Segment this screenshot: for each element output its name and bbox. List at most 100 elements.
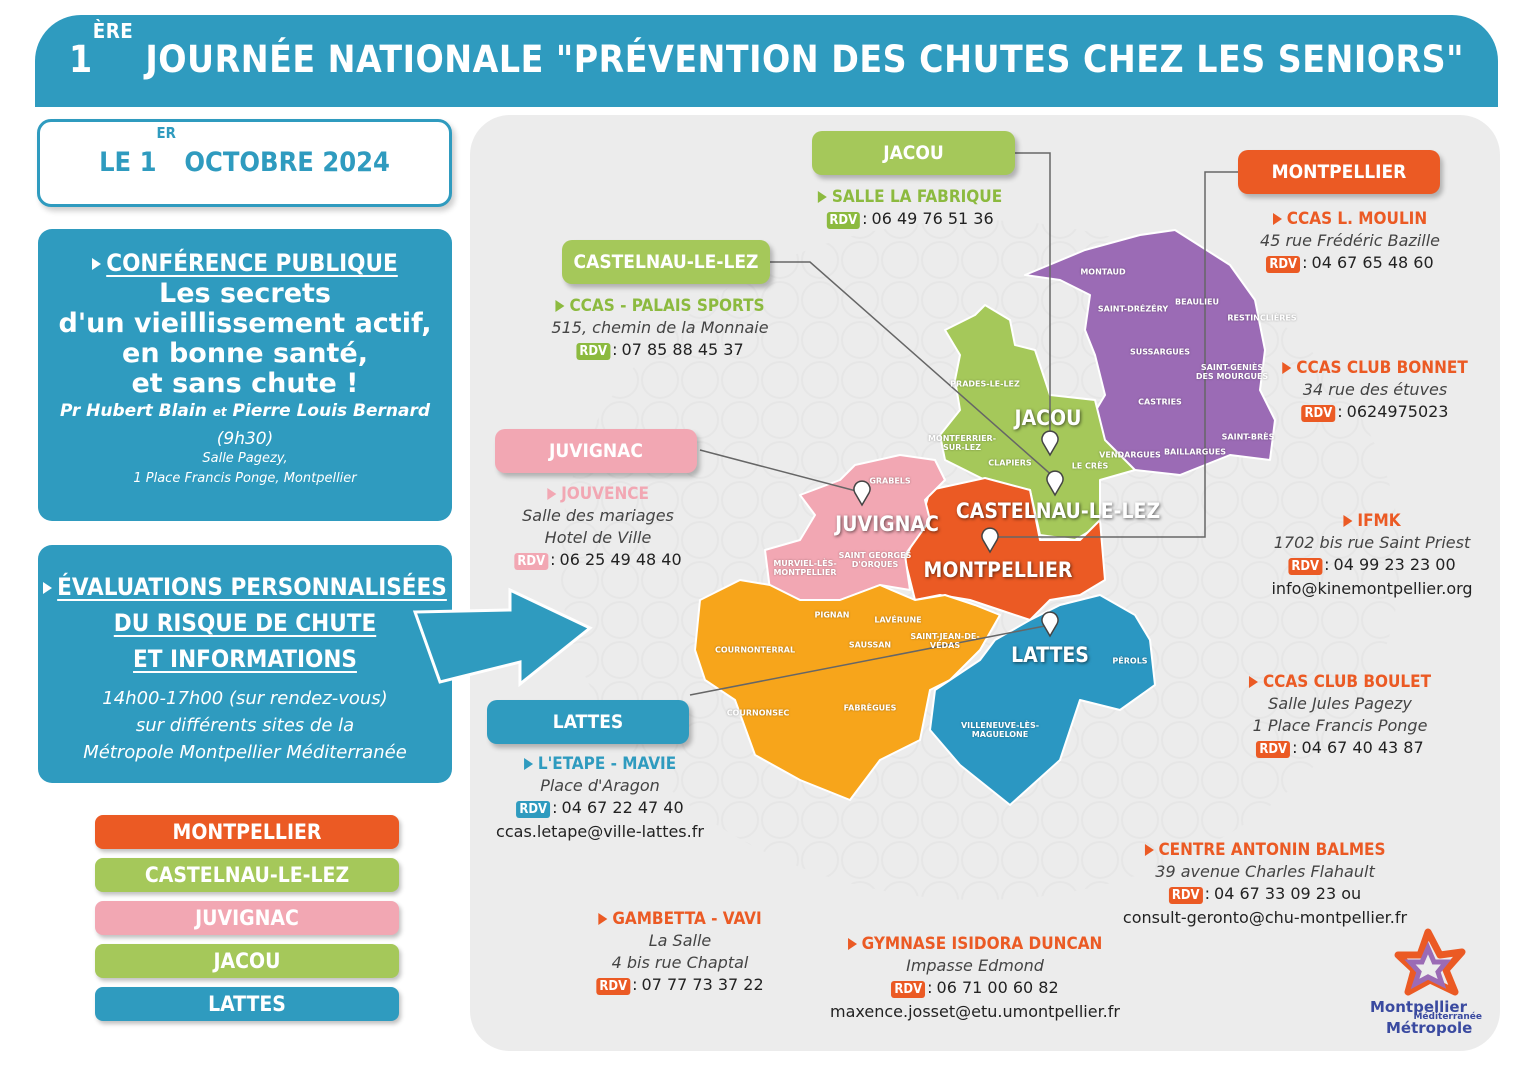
- site-name: IFMK: [1271, 510, 1472, 532]
- commune-label: COURNONSEC: [726, 708, 790, 718]
- commune-label: CASTRIES: [1138, 397, 1182, 407]
- commune-label: SAINT-GENIÈS DES MOURGUES: [1195, 363, 1269, 381]
- site: JOUVENCE Salle des mariages Hotel de Ville…: [514, 483, 682, 573]
- phone: 04 67 33 09 23 ou: [1214, 884, 1362, 903]
- legend-item: CASTELNAU-LE-LEZ: [95, 858, 399, 892]
- place-line: 1 Place Francis Ponge, Montpellier: [133, 471, 357, 486]
- site-name-text: CCAS CLUB BONNET: [1296, 358, 1468, 378]
- rdv-separator: :: [612, 340, 618, 359]
- logo-text: Montpellier: [1370, 998, 1467, 1016]
- marker: [817, 191, 827, 203]
- city-box: LATTES: [487, 700, 689, 744]
- site-name-text: IFMK: [1357, 511, 1401, 531]
- details-line: 14h00-17h00 (sur rendez-vous): [102, 688, 388, 709]
- place: Salle Pagezy, 1 Place Francis Ponge, Mont…: [38, 449, 452, 489]
- commune-label: MURVIEL-LÈS-MONTPELLIER: [773, 559, 837, 577]
- commune-label: VENDARGUES: [1099, 450, 1161, 460]
- details-line: Métropole Montpellier Méditerranée: [83, 742, 407, 763]
- site-name-text: CENTRE ANTONIN BALMES: [1158, 840, 1386, 860]
- site-name-text: CCAS CLUB BOULET: [1262, 672, 1432, 692]
- commune-label: COURNONTERRAL: [715, 645, 796, 655]
- site: CCAS - PALAIS SPORTS 515, chemin de la Mo…: [551, 295, 769, 363]
- rdv-badge: RDV: [514, 553, 549, 570]
- commune-label: BEAULIEU: [1174, 297, 1220, 307]
- connector: [699, 449, 861, 493]
- site: SALLE LA FABRIQUE RDV:06 49 76 51 36: [817, 186, 1003, 232]
- region-orange: [694, 579, 1001, 801]
- rdv-row: RDV:04 67 33 09 23 ou: [1123, 883, 1407, 907]
- map-city-label: JUVIGNAC: [835, 512, 939, 536]
- rdv-badge: RDV: [891, 981, 926, 998]
- site: CENTRE ANTONIN BALMES 39 avenue Charles F…: [1123, 839, 1407, 929]
- city-box: JACOU: [812, 131, 1015, 175]
- rdv-badge: RDV: [1256, 741, 1291, 758]
- site-line: 39 avenue Charles Flahault: [1155, 862, 1375, 881]
- marker: [523, 758, 533, 770]
- site-name-text: SALLE LA FABRIQUE: [831, 187, 1003, 207]
- rdv-badge: RDV: [1266, 256, 1301, 273]
- site-name-text: L'ETAPE - MAVIE: [537, 754, 677, 774]
- phone: 06 71 00 60 82: [936, 978, 1059, 997]
- time: (9h30): [216, 429, 274, 449]
- phone: 06 49 76 51 36: [871, 209, 994, 228]
- site-line: 4 bis rue Chaptal: [611, 953, 749, 972]
- region-blue: [929, 594, 1156, 806]
- evaluations-box: ÉVALUATIONS PERSONNALISÉES DU RISQUE DE C…: [38, 545, 452, 783]
- commune-label: BAILLARGUES: [1163, 447, 1227, 457]
- connectors: [689, 152, 1240, 696]
- rdv-row: RDV:04 67 22 47 40: [496, 797, 704, 821]
- logo-text: Métropole: [1386, 1019, 1473, 1037]
- commune-label: LAVÉRUNE: [874, 615, 922, 625]
- pins: [853, 430, 1064, 638]
- rdv-row: RDV:04 99 23 23 00: [1271, 554, 1472, 578]
- commune-label: CLAPIERS: [988, 458, 1032, 468]
- site: CCAS CLUB BONNET 34 rue des étuves RDV:062…: [1282, 357, 1468, 425]
- legend-item: JACOU: [95, 944, 399, 978]
- marker: [1282, 362, 1292, 374]
- phone: 04 67 65 48 60: [1311, 253, 1434, 272]
- conference-heading: CONFÉRENCE PUBLIQUE: [38, 247, 452, 279]
- heading-text: CONFÉRENCE PUBLIQUE: [106, 249, 398, 277]
- pin: [1041, 430, 1059, 457]
- connector: [770, 261, 1056, 479]
- date-sup: ER: [156, 124, 176, 142]
- evaluations-heading-line: ET INFORMATIONS: [38, 641, 452, 677]
- commune-label: RESTINCLIÈRES: [1227, 313, 1297, 323]
- region-pink: [764, 454, 946, 601]
- site-line: 45 rue Frédéric Bazille: [1260, 231, 1440, 250]
- city-box: MONTPELLIER: [1238, 150, 1440, 194]
- marker: [555, 300, 565, 312]
- date-rest: OCTOBRE 2024: [175, 147, 390, 178]
- rdv-badge: RDV: [1168, 887, 1203, 904]
- phone: 0624975023: [1346, 402, 1449, 421]
- conference-lines: Les secrets d'un vieillissement actif, en …: [38, 279, 452, 399]
- map-city-label: LATTES: [1011, 643, 1089, 667]
- phone: 07 85 88 45 37: [621, 340, 744, 359]
- rdv-row: RDV:06 49 76 51 36: [818, 208, 1002, 232]
- commune-label: PIGNAN: [814, 610, 850, 620]
- phone: 04 99 23 23 00: [1333, 555, 1456, 574]
- rdv-row: RDV:04 67 65 48 60: [1260, 252, 1440, 276]
- rdv-badge: RDV: [1301, 405, 1336, 422]
- commune-label: MONTAUD: [1080, 267, 1126, 277]
- heading-text: DU RISQUE DE CHUTE: [113, 609, 377, 637]
- site: CCAS L. MOULIN 45 rue Frédéric Bazille RDV…: [1260, 208, 1440, 276]
- date-prefix: LE 1: [99, 147, 157, 178]
- site-name: SALLE LA FABRIQUE: [817, 186, 1003, 208]
- evaluations-details: 14h00-17h00 (sur rendez-vous) sur différe…: [38, 685, 452, 766]
- city-box: JUVIGNAC: [495, 429, 697, 473]
- site-name: L'ETAPE - MAVIE: [496, 753, 704, 775]
- evaluations-heading-line: DU RISQUE DE CHUTE: [38, 605, 452, 641]
- commune-label: SUSSARGUES: [1129, 347, 1191, 357]
- marker: [1144, 844, 1154, 856]
- conference-line: en bonne santé,: [122, 338, 368, 369]
- connector: [689, 624, 1051, 696]
- phone: 04 67 40 43 87: [1301, 738, 1424, 757]
- rdv-badge: RDV: [1288, 558, 1323, 575]
- rdv-badge: RDV: [576, 343, 611, 360]
- site-name-text: GYMNASE ISIDORA DUNCAN: [861, 934, 1103, 954]
- details-line: sur différents sites de la: [135, 715, 355, 736]
- marker: [1343, 515, 1353, 527]
- site-name: JOUVENCE: [514, 483, 681, 505]
- commune-label: LE CRÈS: [1071, 461, 1109, 471]
